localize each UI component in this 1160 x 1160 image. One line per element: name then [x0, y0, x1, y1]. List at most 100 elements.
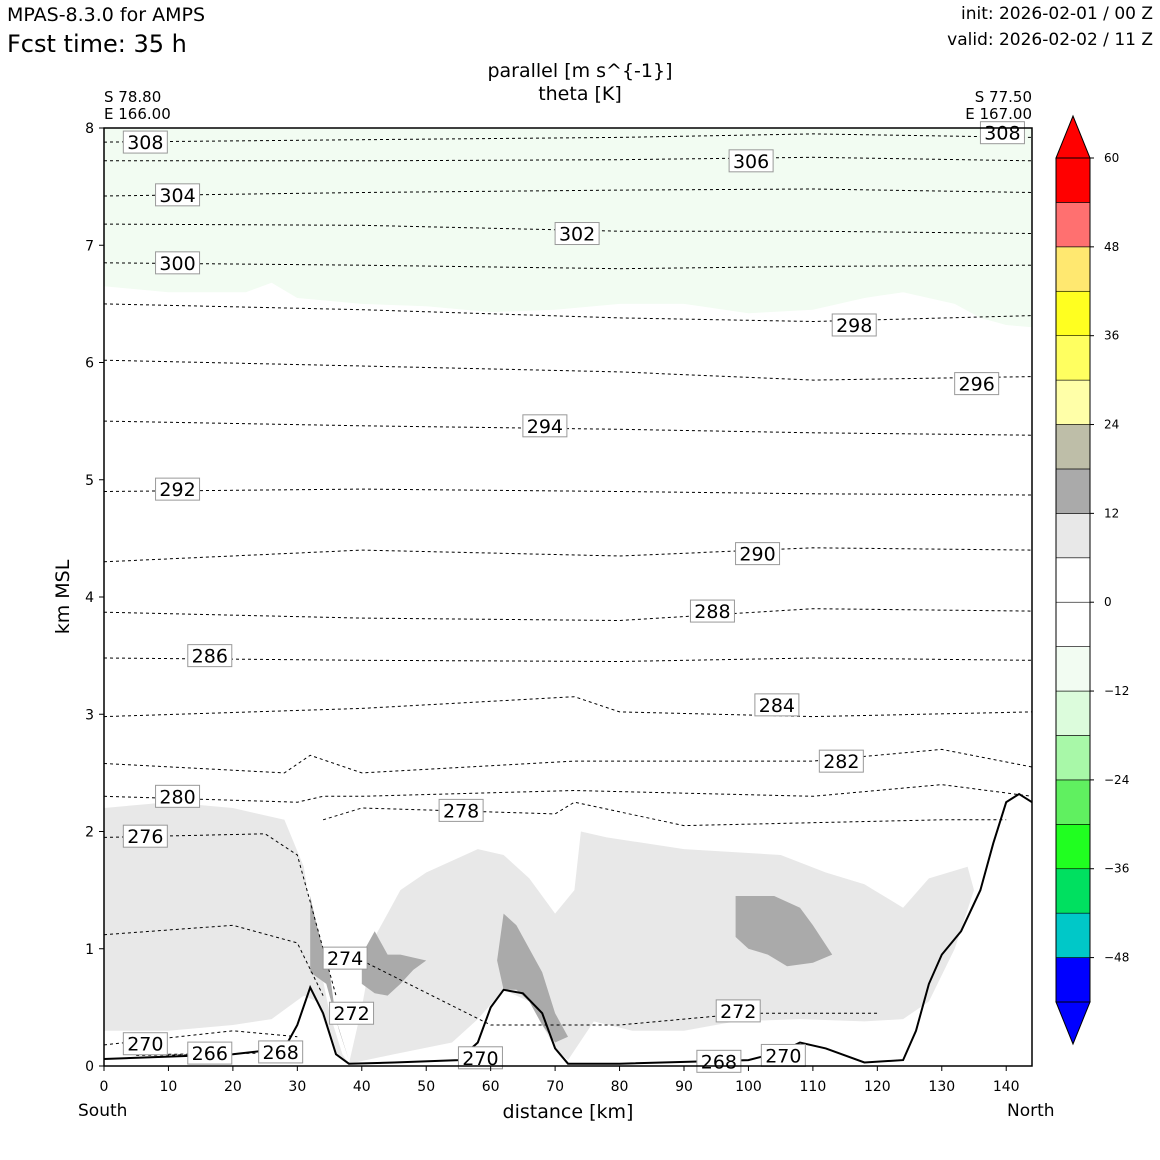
contour-label-box: [554, 222, 600, 246]
theta-contour-298: [103, 303, 1033, 323]
y-tick-label: 1: [85, 942, 94, 958]
y-tick-label: 6: [85, 356, 94, 372]
contour-label-box: [155, 477, 201, 501]
contour-label: 270: [765, 1045, 801, 1067]
contour-label: 292: [159, 479, 195, 501]
colorbar-segment: [1055, 335, 1091, 381]
theta-contour-278: [322, 801, 1007, 827]
contour-label-box: [122, 824, 168, 848]
colorbar-segment: [1055, 379, 1091, 425]
colorbar-segment: [1055, 202, 1091, 248]
theta-contour-308: [103, 133, 1033, 143]
positive-wind-region: [104, 802, 974, 1064]
x-tick-label: 80: [611, 1079, 629, 1095]
colorbar-segment: [1055, 601, 1091, 647]
contour-label: 288: [694, 601, 730, 623]
theta-contour-282: [103, 748, 1033, 774]
x-tick-label: 50: [417, 1079, 435, 1095]
x-tick-label: 20: [224, 1079, 242, 1095]
x-tick-label: 110: [800, 1079, 827, 1095]
y-tick-label: 8: [85, 121, 94, 137]
colorbar-segment: [1055, 424, 1091, 470]
colorbar-segment: [1055, 157, 1091, 203]
contour-label: 306: [733, 151, 769, 173]
start-latitude: S 78.80: [104, 88, 162, 106]
contour-label: 278: [443, 800, 479, 822]
contour-label: 272: [333, 1003, 369, 1025]
colorbar-segment: [1055, 824, 1091, 870]
x-tick-label: 140: [993, 1079, 1020, 1095]
colorbar: 60 48 36 24 12 0 −12 −24 −36 −48: [1055, 114, 1129, 1046]
contour-label: 308: [127, 132, 163, 154]
colorbar-segment: [1055, 290, 1091, 336]
theta-contour-288: [103, 608, 1033, 622]
colorbar-tick-label: −36: [1104, 862, 1129, 876]
end-latitude: S 77.50: [974, 88, 1032, 106]
x-axis-label: distance [km]: [503, 1101, 634, 1123]
contour-label-box: [322, 946, 368, 970]
contour-label-box: [457, 1046, 503, 1070]
contour-label-box: [187, 644, 233, 668]
y-tick-label: 3: [85, 707, 94, 723]
contour-label: 272: [720, 1001, 756, 1023]
theta-contour-286: [103, 657, 1033, 663]
plot-title-contour: theta [K]: [538, 83, 622, 105]
contour-label-box: [438, 798, 484, 822]
colorbar-segment: [1055, 513, 1091, 559]
x-tick-label: 70: [546, 1079, 564, 1095]
theta-contours: [103, 133, 1033, 1056]
theta-contour-284: [103, 696, 1033, 718]
colorbar-tick-label: 0: [1104, 595, 1112, 609]
contour-label-box: [122, 1032, 168, 1056]
contour-label: 286: [192, 646, 228, 668]
theta-contour-292: [103, 488, 1033, 496]
contour-label: 290: [739, 544, 775, 566]
x-tick-label: 10: [160, 1079, 178, 1095]
contour-label: 268: [263, 1042, 299, 1064]
colorbar-under-arrow: [1055, 1001, 1091, 1046]
x-tick-label: 30: [288, 1079, 306, 1095]
strong-wind-region: [361, 931, 427, 996]
contour-label: 270: [127, 1034, 163, 1056]
theta-contour-302: [103, 223, 1033, 234]
axes: 0 10 20 30 40 50 60 70 80 90 100 110 120 130 140 0 1 2 3 4 5…: [52, 121, 1033, 1123]
terrain-line: [103, 792, 1033, 1065]
contour-label: 284: [759, 695, 795, 717]
contour-label-box: [155, 183, 201, 207]
contour-label: 304: [159, 185, 195, 207]
contour-label-box: [754, 693, 800, 717]
x-tick-label: 40: [353, 1079, 371, 1095]
y-tick-label: 5: [85, 473, 94, 489]
contour-label: 300: [159, 253, 195, 275]
colorbar-tick-label: 36: [1104, 329, 1119, 343]
colorbar-tick-label: −12: [1104, 684, 1129, 698]
theta-contour-304: [103, 188, 1033, 197]
contour-label: 282: [823, 751, 859, 773]
start-longitude: E 166.00: [104, 105, 171, 123]
colorbar-tick-label: −24: [1104, 773, 1129, 787]
contour-label-box: [715, 999, 761, 1023]
colorbar-over-arrow: [1055, 114, 1091, 159]
colorbar-segment: [1055, 468, 1091, 514]
theta-contour-296: [103, 359, 1033, 381]
contour-label-box: [696, 1049, 742, 1073]
model-title: MPAS-8.3.0 for AMPS: [7, 4, 206, 26]
colorbar-frame: [1055, 157, 1091, 1003]
end-longitude: E 167.00: [965, 105, 1032, 123]
y-axis-label: km MSL: [52, 559, 74, 634]
strong-wind-region: [735, 896, 833, 967]
contour-label: 268: [701, 1051, 737, 1073]
contour-label: 298: [836, 315, 872, 337]
colorbar-segment: [1055, 646, 1091, 692]
contour-labels: 308 308 306 304 302 300 298 296 294 292 290 288 286 2…: [122, 121, 1025, 1073]
contour-label-box: [155, 784, 201, 808]
contour-label: 308: [984, 123, 1020, 145]
colorbar-segment: [1055, 735, 1091, 781]
theta-contour-280: [103, 784, 1033, 803]
colorbar-tick-label: −48: [1104, 951, 1129, 965]
valid-time: valid: 2026-02-02 / 11 Z: [947, 30, 1153, 50]
x-tick-label: 120: [864, 1079, 891, 1095]
theta-contour-290: [103, 547, 1033, 563]
contour-label-box: [728, 149, 774, 173]
